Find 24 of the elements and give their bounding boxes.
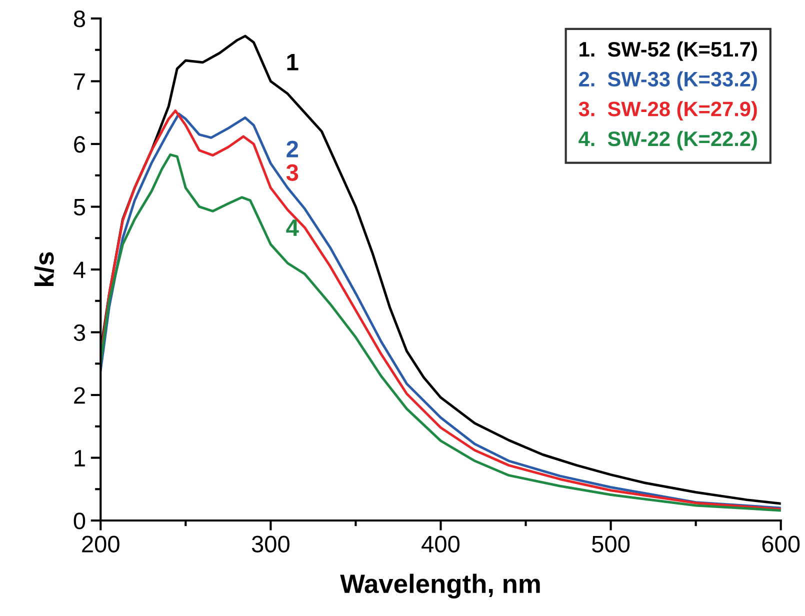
y-tick-label: 6 xyxy=(74,136,86,153)
x-tick-label: 300 xyxy=(252,536,290,552)
annotation: 2 xyxy=(286,140,298,158)
text: 4. SW-22 (K=22.2) xyxy=(578,130,757,150)
x-tick-label: 400 xyxy=(422,536,460,552)
x-axis-title: Wavelength, nm xyxy=(340,574,540,598)
y-tick-label: 1 xyxy=(74,450,85,466)
y-tick-label: 2 xyxy=(74,387,85,404)
text: 1. SW-52 (K=51.7) xyxy=(580,41,757,61)
y-tick-label: 5 xyxy=(74,199,86,216)
text: 3. SW-28 (K=27.9) xyxy=(578,101,757,120)
y-tick-label: 7 xyxy=(74,74,85,90)
annotation: 4 xyxy=(286,220,299,236)
y-tick-label: 3 xyxy=(74,324,86,342)
annotation: 1 xyxy=(287,54,298,70)
y-tick-label: 4 xyxy=(73,262,86,278)
y-tick-label: 0 xyxy=(74,512,86,530)
x-tick-label: 600 xyxy=(762,536,800,552)
y-axis-title: k/s xyxy=(34,252,54,286)
text: 2. SW-33 (K=33.2) xyxy=(579,71,757,91)
x-tick-label: 500 xyxy=(592,536,630,552)
annotation: 3 xyxy=(286,164,298,181)
x-tick-label: 200 xyxy=(82,536,120,552)
y-tick-label: 8 xyxy=(74,10,86,28)
